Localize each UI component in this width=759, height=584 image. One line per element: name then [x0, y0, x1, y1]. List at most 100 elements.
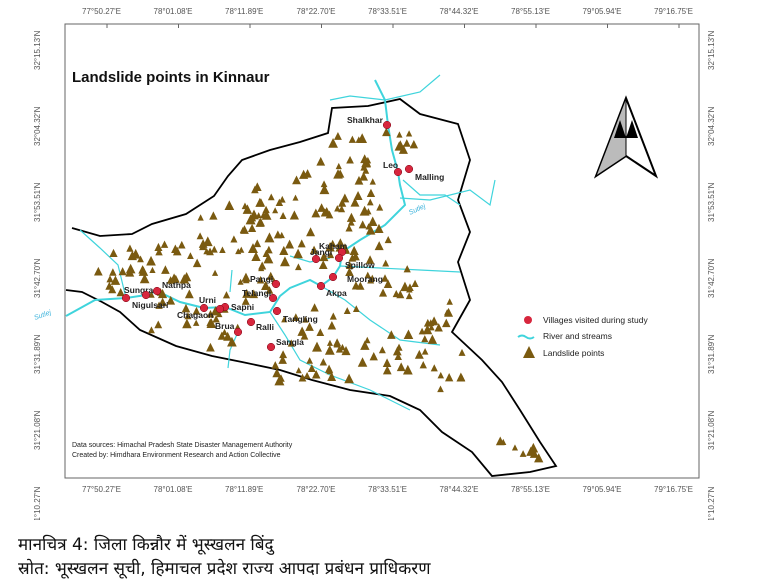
landslide-point [378, 346, 386, 354]
landslide-point [249, 214, 257, 222]
landslide-point [108, 285, 117, 294]
map-title: Landslide points in Kinnaur [72, 69, 270, 86]
landslide-point [387, 330, 396, 339]
landslide-point [528, 442, 539, 453]
landslide-point [307, 364, 316, 373]
landslide-point [303, 169, 312, 178]
longitude-tick-bottom: 78°55.13'E [511, 485, 550, 494]
landslide-point [360, 340, 370, 350]
landslide-point [223, 331, 233, 341]
landslide-point [206, 342, 215, 352]
landslide-point [346, 212, 357, 222]
landslide-point [329, 239, 337, 248]
landslide-point [109, 248, 118, 258]
village-marker [215, 304, 225, 314]
landslide-point [495, 436, 505, 446]
landslide-point [318, 260, 328, 269]
village-label: Chagaon [177, 310, 213, 320]
latitude-tick-right: 31°31.89'N [707, 334, 716, 374]
landslide-point [403, 265, 411, 273]
legend-rivers: River and streams [543, 331, 612, 341]
landslide-point [382, 259, 390, 267]
landslide-point [210, 245, 218, 253]
landslide-point [349, 245, 359, 256]
landslide-point [260, 211, 268, 219]
landslide-point [256, 275, 265, 284]
landslide-point [406, 285, 413, 293]
landslide-point [184, 312, 192, 320]
landslide-point [379, 288, 388, 297]
landslide-point [311, 369, 321, 379]
landslide-point [345, 267, 354, 276]
landslide-point [264, 245, 273, 254]
landslide-point [445, 373, 454, 382]
landslide-point [414, 349, 424, 359]
landslide-point [369, 351, 378, 361]
landslide-point [395, 343, 403, 351]
landslide-point [402, 364, 413, 375]
landslide-point [328, 137, 338, 148]
village-label: Telangi [242, 288, 271, 298]
landslide-point [193, 319, 200, 326]
landslide-point [400, 281, 410, 292]
landslide-point [264, 232, 275, 243]
landslide-point [382, 127, 391, 137]
latitude-tick-right: 31°53.51'N [707, 182, 716, 222]
landslide-point [262, 205, 270, 214]
landslide-point [418, 327, 426, 335]
longitude-tick-bottom: 79°16.75'E [654, 485, 693, 494]
landslide-point [324, 345, 335, 355]
landslide-point [338, 198, 347, 207]
village-marker [152, 286, 162, 296]
village-label: Brua [215, 321, 235, 331]
landslide-point [511, 444, 519, 451]
landslide-point [341, 346, 351, 356]
landslide-point [326, 339, 333, 346]
landslide-point [110, 275, 121, 285]
village-label: Spillow [345, 260, 375, 270]
landslide-point [230, 235, 238, 243]
landslide-point [192, 306, 201, 315]
landslide-point [293, 248, 303, 259]
landslide-point [291, 313, 300, 321]
landslide-point [311, 208, 321, 218]
landslide-point [351, 281, 361, 290]
landslide-point [312, 341, 322, 352]
landslide-point [149, 266, 156, 274]
landslide-point [227, 336, 237, 347]
landslide-point [367, 216, 378, 226]
village-marker [141, 290, 151, 300]
landslide-point [369, 274, 376, 282]
longitude-tick-bottom: 78°33.51'E [368, 485, 407, 494]
stream [269, 311, 411, 411]
village-marker [311, 254, 321, 264]
landslide-point [130, 248, 141, 259]
landslide-point [335, 345, 344, 353]
landslide-point [403, 329, 414, 340]
landslide-point [182, 318, 192, 329]
village-marker [334, 253, 344, 263]
village-label: Kaham [319, 241, 348, 251]
landslide-point [155, 301, 163, 309]
landslide-point [434, 323, 443, 332]
landslide-point [364, 336, 371, 344]
village-marker [271, 279, 281, 289]
landslide-point [272, 368, 282, 378]
landslide-point [279, 350, 288, 359]
longitude-tick-top: 78°11.89'E [225, 7, 263, 16]
landslide-point [155, 247, 163, 256]
landslide-point [206, 247, 214, 256]
landslide-point [125, 263, 136, 274]
kinnaur-landslide-map: 77°50.27'E 77°50.27'E 78°01.08'E 78°01.08'E… [33, 7, 716, 520]
landslide-point [319, 252, 329, 262]
landslide-point [202, 236, 213, 247]
landslide-point [316, 328, 325, 337]
longitude-tick-top: 79°16.75'E [654, 7, 693, 16]
landslide-point [411, 279, 419, 288]
landslide-point [126, 244, 134, 252]
river-label: Sutlej [408, 203, 427, 217]
landslide-point [319, 184, 330, 195]
landslide-point [430, 364, 438, 372]
village-label: Sungra [124, 285, 154, 295]
landslide-point [279, 212, 287, 219]
